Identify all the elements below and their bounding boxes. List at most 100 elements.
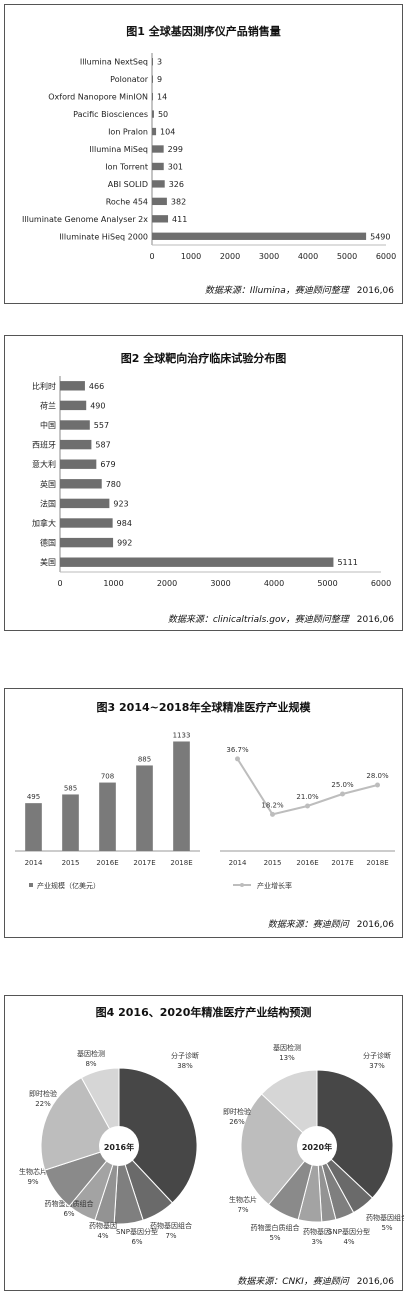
slice-percent: 38% — [177, 1062, 193, 1070]
data-label: 382 — [171, 197, 186, 206]
category-label: Illuminate Genome Analyser 2x — [22, 215, 148, 224]
bar — [60, 498, 110, 509]
pie-center-label: 2016年 — [104, 1142, 134, 1152]
data-point — [340, 791, 345, 797]
slice-percent: 8% — [85, 1060, 96, 1068]
slice-label: 生物芯片 — [19, 1167, 47, 1176]
pie-slice — [118, 1067, 198, 1204]
slice-percent: 7% — [165, 1232, 176, 1240]
x-tick-label: 2016E — [96, 859, 118, 867]
slice-percent: 37% — [369, 1062, 385, 1070]
bar — [152, 232, 367, 240]
category-label: Illumina MiSeq — [89, 145, 148, 154]
data-label: 679 — [100, 460, 115, 469]
source-date: 2016,06 — [356, 1277, 394, 1287]
pie-slice — [260, 1069, 318, 1148]
chart-source: 数据来源：clinicaltrials.gov，赛迪顾问整理 2016,06 — [168, 612, 394, 625]
x-tick-label: 5000 — [337, 252, 357, 261]
category-label: Roche 454 — [106, 197, 148, 206]
data-label: 780 — [106, 480, 121, 489]
x-tick-label: 0 — [57, 579, 62, 588]
data-label: 14 — [157, 93, 167, 102]
x-tick-label: 5000 — [317, 579, 337, 588]
data-label: 885 — [138, 755, 151, 763]
x-tick-label: 2014 — [25, 859, 43, 867]
bar — [60, 557, 334, 567]
bar — [60, 459, 97, 469]
pie-charts-structure-forecast: 分子诊断 38% 药物基因组合 7% SNP基因分型 6% 药物基因 4% 药物蛋白质组合 6% 生… — [19, 1043, 404, 1246]
bar — [60, 518, 113, 528]
slice-percent: 9% — [27, 1178, 38, 1186]
slice-percent: 4% — [97, 1232, 108, 1240]
slice-percent: 22% — [35, 1100, 51, 1108]
category-label: Ion Torrent — [105, 162, 148, 171]
slice-label: 药物基因组合 — [366, 1213, 404, 1222]
data-label: 326 — [169, 180, 184, 189]
category-label: 德国 — [40, 538, 56, 548]
data-point — [235, 756, 240, 762]
category-label: ABI SOLID — [108, 180, 148, 189]
bar — [152, 180, 165, 188]
data-label: 585 — [64, 784, 77, 792]
slice-percent: 13% — [279, 1054, 295, 1062]
data-label: 984 — [117, 519, 132, 528]
data-point — [305, 803, 310, 809]
legend-swatch — [29, 883, 33, 887]
chart-title: 图2 全球靶向治疗临床试验分布图 — [120, 352, 287, 365]
bar — [60, 400, 87, 411]
data-label: 490 — [90, 401, 105, 410]
category-label: 加拿大 — [32, 518, 56, 528]
bar — [152, 145, 164, 153]
slice-label: 分子诊断 — [363, 1051, 391, 1060]
x-tick-label: 2015 — [62, 859, 80, 867]
source-date: 2016,06 — [356, 286, 394, 296]
source-text: 数据来源：Illumina，赛迪顾问整理 — [204, 286, 349, 296]
x-tick-label: 2017E — [331, 859, 353, 867]
data-label: 21.0% — [296, 793, 319, 801]
data-label: 104 — [160, 128, 175, 137]
data-label: 50 — [158, 110, 168, 119]
slice-label: 基因检测 — [77, 1049, 105, 1058]
chart-source: 数据来源：Illumina，赛迪顾问整理 2016,06 — [205, 283, 394, 296]
slice-label: 即时检验 — [223, 1107, 251, 1116]
chart-panel-sequencer-sales: 图1 全球基因测序仪产品销售量 Illumina NextSeq 3 Polonat… — [4, 4, 403, 304]
chart-panel-structure-forecast: 图4 2016、2020年精准医疗产业结构预测 分子诊断 38% 药物基因组合 7% S… — [4, 995, 404, 1291]
slice-percent: 4% — [343, 1238, 354, 1246]
data-label: 923 — [113, 499, 128, 508]
data-label: 1133 — [173, 731, 191, 739]
category-label: Illuminate HiSeq 2000 — [59, 232, 148, 241]
bar — [152, 58, 153, 66]
x-tick-label: 2018E — [366, 859, 388, 867]
bar — [60, 420, 90, 430]
source-text: 数据来源：CNKI，赛迪顾问 — [237, 1277, 349, 1287]
category-label: Illumina NextSeq — [80, 58, 148, 67]
data-point — [270, 811, 275, 817]
pie-center — [99, 1126, 139, 1166]
data-label: 466 — [89, 382, 104, 391]
source-text: 数据来源：赛迪顾问 — [267, 920, 349, 930]
slice-label: SNP基因分型 — [328, 1227, 370, 1236]
chart-source: 数据来源：赛迪顾问 2016,06 — [268, 917, 394, 930]
data-label: 3 — [157, 58, 162, 67]
slice-label: 分子诊断 — [171, 1051, 199, 1060]
bar — [152, 162, 164, 171]
slice-label: SNP基因分型 — [116, 1227, 158, 1236]
pie-slice — [316, 1069, 394, 1199]
slice-percent: 7% — [237, 1206, 248, 1214]
slice-label: 药物蛋白质组合 — [251, 1223, 300, 1232]
pie-slice — [240, 1093, 318, 1206]
data-label: 5490 — [370, 232, 390, 241]
bar — [60, 537, 114, 548]
data-label: 992 — [117, 539, 132, 548]
bar — [60, 479, 102, 489]
x-tick-label: 1000 — [103, 579, 123, 588]
legend-label: 产业增长率 — [257, 881, 292, 890]
category-label: 意大利 — [32, 459, 56, 469]
source-text: 数据来源：clinicaltrials.gov，赛迪顾问整理 — [167, 615, 349, 625]
chart-source: 数据来源：CNKI，赛迪顾问 2016,06 — [237, 1274, 394, 1287]
chart-title: 图4 2016、2020年精准医疗产业结构预测 — [95, 1006, 312, 1019]
data-label: 708 — [101, 773, 114, 781]
bar — [60, 439, 92, 450]
chart-panel-industry-scale: 图3 2014~2018年全球精准医疗产业规模 495 2014 585 2015 70… — [4, 688, 403, 938]
bar — [152, 127, 157, 136]
